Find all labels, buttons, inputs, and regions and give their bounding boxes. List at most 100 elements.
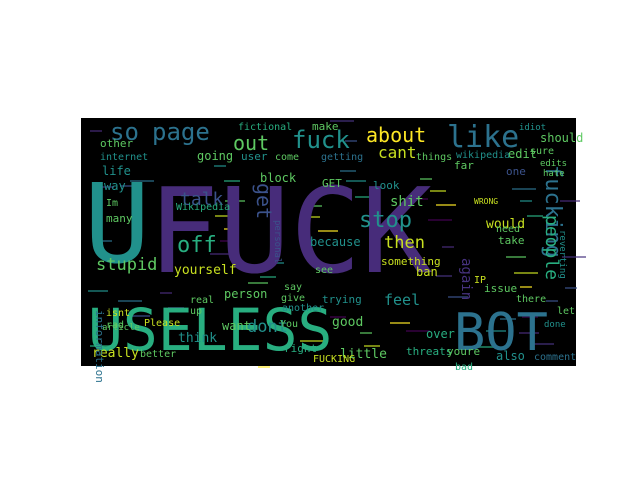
cloud-word: would bbox=[486, 217, 525, 232]
filler-word-mark bbox=[420, 178, 432, 180]
cloud-word: give bbox=[281, 293, 305, 304]
cloud-word: FUCK bbox=[148, 162, 432, 300]
cloud-word: going bbox=[197, 149, 233, 163]
cloud-word: idiot bbox=[519, 123, 546, 133]
filler-word-mark bbox=[225, 200, 245, 202]
cloud-word: dont bbox=[247, 317, 288, 337]
cloud-word: GET bbox=[322, 177, 342, 190]
filler-word-mark bbox=[520, 286, 532, 288]
cloud-word: like bbox=[447, 120, 519, 155]
filler-word-mark bbox=[514, 272, 538, 274]
filler-word-mark bbox=[430, 190, 446, 192]
filler-word-mark bbox=[345, 140, 357, 142]
cloud-word: make bbox=[312, 120, 339, 133]
cloud-word: trying bbox=[322, 293, 362, 306]
filler-word-mark bbox=[346, 180, 366, 182]
filler-word-mark bbox=[390, 322, 410, 324]
filler-word-mark bbox=[520, 200, 532, 202]
cloud-word: about bbox=[366, 123, 426, 147]
cloud-word: there bbox=[516, 294, 546, 305]
filler-word-mark bbox=[530, 343, 554, 345]
filler-word-mark bbox=[330, 316, 346, 318]
cloud-word: edits bbox=[540, 159, 567, 169]
cloud-word: ban bbox=[416, 265, 438, 279]
filler-word-mark bbox=[486, 330, 506, 332]
filler-word-mark bbox=[90, 130, 102, 132]
filler-word-mark bbox=[562, 256, 586, 258]
cloud-word: hate bbox=[543, 169, 565, 179]
filler-word-mark bbox=[442, 246, 454, 248]
cloud-word: things bbox=[416, 152, 452, 163]
cloud-word: Im bbox=[106, 198, 118, 209]
cloud-word: out bbox=[233, 131, 269, 155]
cloud-word: getting bbox=[321, 152, 363, 163]
filler-word-mark bbox=[406, 330, 430, 332]
cloud-word: BOT bbox=[454, 303, 548, 363]
cloud-word: edit bbox=[508, 147, 537, 161]
filler-word-mark bbox=[448, 296, 468, 298]
cloud-word: cant bbox=[378, 143, 417, 162]
cloud-word: USELESS bbox=[88, 296, 332, 364]
cloud-word: so bbox=[110, 118, 139, 146]
cloud-word: isnt bbox=[106, 308, 130, 319]
cloud-word: think bbox=[178, 331, 217, 346]
cloud-word: personal bbox=[272, 220, 282, 263]
filler-word-mark bbox=[519, 332, 539, 334]
cloud-word: block bbox=[260, 171, 297, 185]
cloud-word: another bbox=[282, 303, 324, 314]
filler-word-mark bbox=[130, 315, 150, 317]
filler-word-mark bbox=[224, 228, 236, 230]
cloud-word: stupid bbox=[96, 255, 157, 275]
cloud-word: take bbox=[498, 234, 525, 247]
filler-word-mark bbox=[506, 256, 526, 258]
filler-word-mark bbox=[168, 307, 184, 309]
cloud-word: user bbox=[241, 150, 268, 163]
cloud-word: shit bbox=[390, 194, 424, 210]
filler-word-mark bbox=[160, 292, 172, 294]
cloud-word: many bbox=[106, 212, 133, 225]
cloud-word: bad bbox=[455, 362, 473, 373]
cloud-word: want bbox=[222, 319, 251, 333]
filler-word-mark bbox=[98, 186, 114, 188]
cloud-word: IP bbox=[474, 275, 486, 286]
filler-word-mark bbox=[436, 275, 452, 277]
filler-word-mark bbox=[210, 253, 230, 255]
cloud-word: Please bbox=[144, 318, 180, 329]
filler-word-mark bbox=[272, 262, 284, 264]
cloud-word: let bbox=[557, 306, 575, 317]
cloud-word: other bbox=[100, 137, 133, 150]
filler-word-mark bbox=[248, 282, 268, 284]
cloud-word: stop bbox=[359, 208, 412, 233]
filler-word-mark bbox=[364, 345, 380, 347]
cloud-word: real bbox=[190, 295, 214, 306]
filler-word-mark bbox=[340, 170, 356, 172]
filler-word-mark bbox=[560, 200, 580, 202]
filler-word-mark bbox=[120, 185, 140, 187]
cloud-word: article bbox=[102, 323, 140, 333]
cloud-word: fuck bbox=[292, 126, 350, 154]
cloud-word: information bbox=[93, 310, 106, 383]
cloud-word: talk bbox=[180, 189, 224, 210]
cloud-word: sure bbox=[530, 146, 554, 157]
cloud-word: issue bbox=[484, 282, 517, 295]
cloud-word: better bbox=[140, 349, 176, 360]
filler-word-mark bbox=[522, 316, 538, 318]
cloud-word: should bbox=[540, 131, 583, 145]
cloud-word: right bbox=[284, 342, 317, 355]
cloud-word: comment bbox=[534, 352, 576, 363]
filler-word-mark bbox=[330, 120, 354, 122]
cloud-word: really bbox=[92, 346, 139, 361]
filler-word-mark bbox=[527, 215, 543, 217]
filler-word-mark bbox=[260, 276, 276, 278]
cloud-word: wikipedia bbox=[456, 150, 510, 161]
cloud-word: Wikipedia bbox=[176, 202, 230, 213]
cloud-word: people bbox=[541, 215, 562, 280]
cloud-word: FUCKING bbox=[313, 354, 355, 365]
filler-word-mark bbox=[474, 346, 498, 348]
filler-word-mark bbox=[512, 188, 536, 190]
cloud-background bbox=[81, 118, 576, 366]
cloud-word: come bbox=[275, 152, 299, 163]
filler-word-mark bbox=[546, 300, 558, 302]
